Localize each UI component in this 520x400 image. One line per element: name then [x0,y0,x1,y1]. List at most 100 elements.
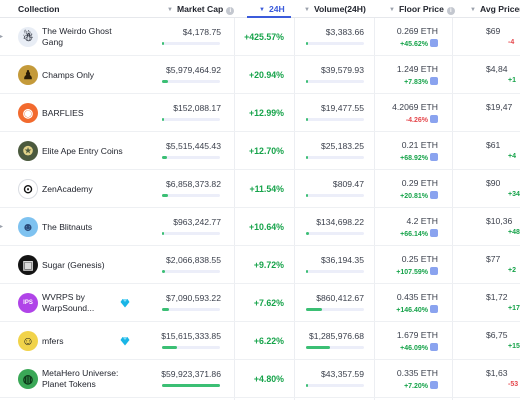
avg-change-value: +34 [508,191,520,198]
avg-change-value: +4 [508,153,516,160]
avatar-glyph-icon: ◉ [22,106,34,120]
floor-change-text: +7.20% [404,383,428,390]
floor-change-text: +107.59% [396,269,428,276]
avg-price-value: $1,72 [486,292,508,302]
volume-bar [306,270,364,273]
floor-price-value: 0.21 ETH [401,140,438,150]
market-cap-bar [162,308,220,311]
chart-mini-icon[interactable] [430,115,438,123]
collection-name[interactable]: WVRPS by WarpSound... [42,284,124,322]
info-icon[interactable]: i [446,7,455,15]
collection-name[interactable]: MetaHero Universe: Planet Tokens [42,360,124,398]
table-row[interactable]: ☺ mfers $15,615,333.85 +6.22% $1,285,976… [0,322,520,360]
header-floor-price[interactable]: ▼ Floor Price i [389,0,455,18]
collection-avatar[interactable]: ☃ [18,27,38,47]
chart-mini-icon[interactable] [430,39,438,47]
collection-name-text: BARFLIES [42,107,84,118]
change-24h-value: +10.64% [249,222,284,232]
collection-avatar[interactable]: IPS [18,293,38,313]
chart-mini-icon[interactable] [430,267,438,275]
volume-bar [306,194,364,197]
collection-avatar[interactable]: ◉ [18,103,38,123]
volume-bar-fill [306,232,309,235]
header-avg-price-label: Avg Price(2 [479,4,520,14]
avg-change-value: +174 [508,305,520,312]
market-cap-bar-fill [162,232,165,235]
chart-mini-icon[interactable] [430,191,438,199]
table-row[interactable]: ◉ BARFLIES $152,088.17 +12.99% $19,477.5… [0,94,520,132]
header-volume[interactable]: ▼ Volume(24H) [304,0,366,18]
row-edge-icon [0,375,3,383]
market-cap-value: $7,090,593.22 [166,293,221,303]
change-24h-value: +4.80% [253,374,284,384]
market-cap-value: $59,923,371.86 [161,369,221,379]
volume-value: $25,183.25 [320,141,364,151]
chart-mini-icon[interactable] [430,77,438,85]
collection-name[interactable]: The Blitnauts [42,208,124,246]
market-cap-value: $6,858,373.82 [166,179,221,189]
table-row[interactable]: ▸ ☃ The Weirdo Ghost Gang $4,178.75 +425… [0,18,520,56]
collection-avatar[interactable]: ♟ [18,65,38,85]
header-collection: Collection [18,4,60,14]
collection-name[interactable]: BARFLIES [42,94,124,132]
chart-mini-icon[interactable] [430,153,438,161]
table-row[interactable]: IPS WVRPS by WarpSound... $7,090,593.22 … [0,284,520,322]
collection-name[interactable]: mfers [42,322,124,360]
row-edge-icon: ▸ [0,34,4,40]
collection-name[interactable]: The Weirdo Ghost Gang [42,18,124,56]
collection-name-text: Sugar (Genesis) [42,259,105,270]
collection-avatar[interactable]: ◍ [18,369,38,389]
collection-avatar[interactable]: ✪ [18,141,38,161]
volume-value: $860,412.67 [316,293,364,303]
collection-name[interactable]: Elite Ape Entry Coins [42,132,124,170]
collection-name-text: The Blitnauts [42,221,93,232]
header-avg-price[interactable]: ▼Avg Price(2 [470,0,520,18]
table-row[interactable]: ▸ ☻ The Blitnauts $963,242.77 +10.64% $1… [0,208,520,246]
floor-price-value: 0.435 ETH [396,292,438,302]
row-edge-icon [0,71,3,79]
header-market-cap[interactable]: ▼ Market Cap i [167,0,235,18]
collection-name[interactable]: ZenAcademy [42,170,124,208]
chart-mini-icon[interactable] [430,343,438,351]
table-row[interactable]: ✪ Elite Ape Entry Coins $5,515,445.43 +1… [0,132,520,170]
collection-avatar[interactable]: ▣ [18,255,38,275]
avg-price-value: $10,36 [486,216,513,226]
collection-avatar[interactable]: ☺ [18,331,38,351]
table-row[interactable]: ◍ MetaHero Universe: Planet Tokens $59,9… [0,360,520,398]
row-edge-icon [0,109,3,117]
collection-name[interactable]: Sugar (Genesis) [42,246,124,284]
avatar-glyph-icon: ✪ [22,144,34,158]
volume-bar-fill [306,118,309,121]
avg-price-value: $61 [486,140,501,150]
market-cap-bar [162,118,220,121]
change-24h-value: +7.62% [253,298,284,308]
row-edge-icon [0,261,3,269]
market-cap-bar-fill [162,156,168,159]
collection-name[interactable]: Champs Only [42,56,124,94]
market-cap-value: $15,615,333.85 [161,331,221,341]
avatar-glyph-icon: ☻ [21,220,35,234]
table-row[interactable]: ▣ Sugar (Genesis) $2,066,838.55 +9.72% $… [0,246,520,284]
avg-change-value: +1 [508,77,516,84]
info-icon[interactable]: i [226,7,235,15]
chart-mini-icon[interactable] [430,305,438,313]
collection-avatar[interactable]: ☻ [18,217,38,237]
sort-active-icon: ▼ [259,7,265,13]
floor-change-value: +45.62% [378,39,438,48]
header-24h[interactable]: ▼ 24H [259,0,285,18]
market-cap-bar-fill [162,270,165,273]
volume-bar [306,308,364,311]
volume-value: $39,579.93 [320,65,364,75]
chart-mini-icon[interactable] [430,229,438,237]
floor-change-value: +7.20% [378,381,438,390]
chart-mini-icon[interactable] [430,381,438,389]
market-cap-value: $5,515,445.43 [166,141,221,151]
sort-icon: ▼ [167,7,173,13]
collection-avatar[interactable]: ⊙ [18,179,38,199]
collection-name-text: Champs Only [42,69,95,80]
floor-change-value: +146.40% [378,305,438,314]
floor-change-value: +66.14% [378,229,438,238]
table-row[interactable]: ⊙ ZenAcademy $6,858,373.82 +11.54% $809.… [0,170,520,208]
table-row[interactable]: ♟ Champs Only $5,979,464.92 +20.94% $39,… [0,56,520,94]
